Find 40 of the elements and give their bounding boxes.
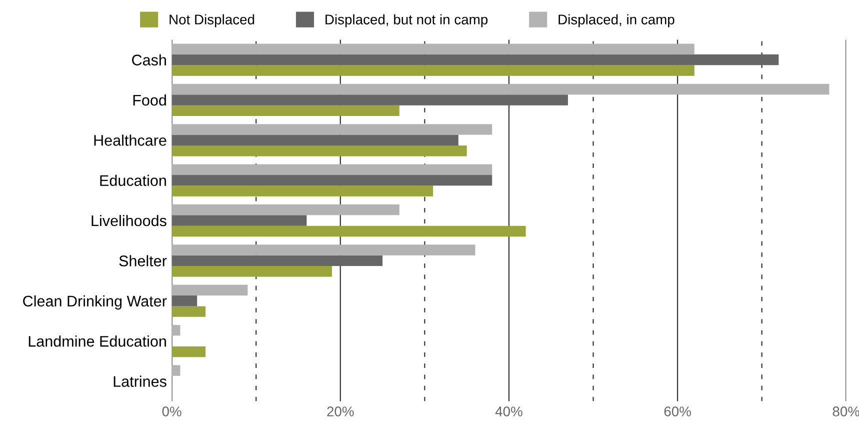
bar: [172, 84, 830, 95]
bar: [172, 244, 476, 256]
bar: [172, 54, 779, 66]
bar: [172, 296, 198, 306]
bar: [172, 145, 467, 156]
bar: [172, 215, 307, 226]
bar: [172, 346, 206, 358]
legend-label: Displaced, in camp: [558, 14, 674, 28]
y-tick-label: Landmine Education: [28, 336, 166, 347]
bar: [172, 284, 248, 296]
y-tick-label: Livelihoods: [92, 214, 166, 226]
x-tick-label: 60%: [664, 406, 691, 416]
y-tick-label: Healthcare: [94, 134, 166, 146]
bar: [172, 174, 492, 186]
bar: [172, 44, 694, 54]
x-tick-label: 20%: [327, 406, 354, 416]
x-tick-label: 40%: [495, 406, 522, 416]
bar: [172, 324, 180, 336]
bar: [172, 255, 383, 266]
bar: [172, 94, 568, 106]
bar: [172, 164, 492, 175]
bar: [172, 134, 458, 146]
bar: [172, 105, 400, 116]
y-tick-label: Cash: [132, 54, 166, 66]
y-tick-label: Food: [133, 94, 166, 106]
bar: [172, 124, 492, 135]
legend-label: Displaced, but not in camp: [326, 14, 488, 28]
y-tick-label: Education: [100, 174, 166, 186]
bar: [172, 186, 434, 196]
bar: [172, 365, 180, 376]
bar: [172, 266, 332, 277]
y-tick-label: Latrines: [114, 376, 166, 387]
x-tick-label: 0%: [162, 406, 182, 416]
bar: [172, 226, 526, 237]
legend-label: Not Displaced: [170, 14, 254, 28]
bar: [172, 65, 694, 76]
bar: [172, 204, 400, 216]
bar: [172, 306, 206, 317]
y-tick-label: Shelter: [119, 255, 167, 266]
y-tick-label: Clean Drinking Water: [23, 295, 167, 310]
